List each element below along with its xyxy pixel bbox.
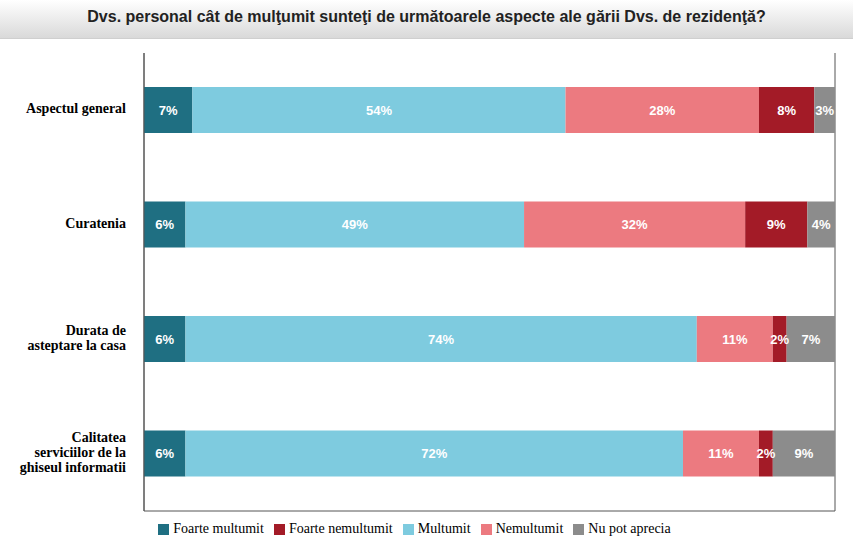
svg-text:9%: 9% <box>795 446 814 461</box>
svg-text:8%: 8% <box>777 103 796 118</box>
svg-text:2%: 2% <box>770 332 789 347</box>
svg-text:Curatenia: Curatenia <box>65 216 126 231</box>
html-text:Foarte multumit: Foarte multumit <box>173 521 264 536</box>
svg-text:6%: 6% <box>155 446 174 461</box>
svg-text:28%: 28% <box>649 103 675 118</box>
svg-text:Aspectul general: Aspectul general <box>26 101 126 116</box>
html-text:Dvs. personal cât de mulţumit: Dvs. personal cât de mulţumit sunteţi de… <box>87 8 766 25</box>
svg-text:4%: 4% <box>812 217 831 232</box>
svg-text:6%: 6% <box>155 217 174 232</box>
svg-text:11%: 11% <box>708 446 734 461</box>
svg-text:72%: 72% <box>421 446 447 461</box>
svg-text:2%: 2% <box>757 446 776 461</box>
svg-text:9%: 9% <box>767 217 786 232</box>
svg-text:49%: 49% <box>342 217 368 232</box>
svg-text:6%: 6% <box>155 332 174 347</box>
html-text:Foarte nemultumit: Foarte nemultumit <box>288 521 393 536</box>
svg-text:3%: 3% <box>815 103 834 118</box>
svg-text:32%: 32% <box>622 217 648 232</box>
html-text:Nemultumit: Nemultumit <box>495 521 564 536</box>
svg-text:7%: 7% <box>159 103 178 118</box>
html-text:Nu pot aprecia: Nu pot aprecia <box>588 521 671 536</box>
svg-text:Calitateaserviciilor de laghis: Calitateaserviciilor de laghiseul inform… <box>20 430 126 475</box>
svg-text:54%: 54% <box>366 103 392 118</box>
html-text:Multumit: Multumit <box>417 521 471 536</box>
svg-text:11%: 11% <box>722 332 748 347</box>
svg-text:7%: 7% <box>801 332 820 347</box>
svg-text:Durata deasteptare la casa: Durata deasteptare la casa <box>28 323 127 353</box>
svg-text:74%: 74% <box>428 332 454 347</box>
